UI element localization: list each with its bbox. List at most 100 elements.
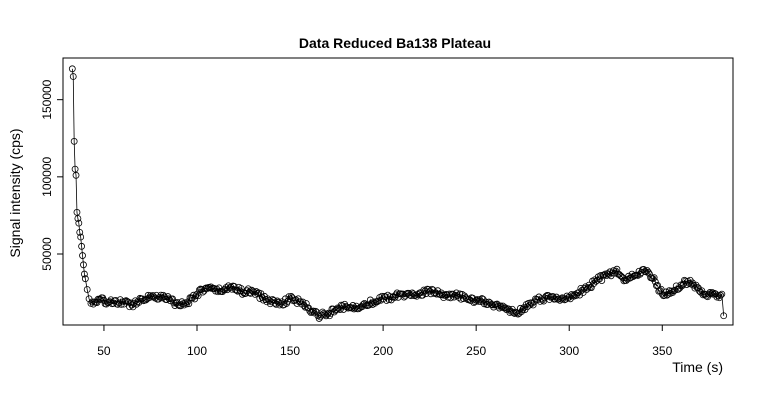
data-point [219,288,226,296]
data-point [696,287,703,295]
data-point [497,302,504,310]
data-point [604,270,612,277]
data-point [315,315,323,322]
data-point [135,299,143,306]
data-point [450,293,458,301]
data-point [327,309,335,317]
data-point [717,291,724,299]
data-point [128,301,136,309]
data-point [539,296,546,304]
y-tick-label: 100000 [40,156,54,196]
data-point [81,275,89,283]
data-point [505,305,513,313]
data-point [385,296,393,304]
data-point [615,270,623,278]
data-point [422,290,430,297]
data-point [355,305,363,313]
x-tick-label: 200 [373,344,393,358]
data-point [336,306,344,313]
data-point [713,293,721,301]
data-point [678,282,686,290]
data-point [152,291,160,299]
data-point [513,309,521,317]
y-tick-label: 150000 [40,79,54,119]
data-point [332,306,339,314]
x-axis-label: Time (s) [672,359,723,375]
data-point [587,284,595,292]
data-point [643,267,651,274]
data-point [390,293,397,300]
data-point [414,291,422,298]
data-point [617,272,624,280]
data-point [75,219,83,227]
data-point [477,298,485,305]
data-point [373,298,381,306]
data-point [514,310,522,318]
data-point [720,312,728,320]
data-point [511,310,518,317]
data-point [272,300,280,308]
data-point [493,300,501,308]
data-point [77,233,85,241]
data-point [126,303,133,311]
data-point [469,294,477,302]
data-point [434,287,442,295]
data-point [650,274,658,282]
data-point [301,303,309,311]
x-tick-label: 100 [187,344,207,358]
data-point [68,65,76,73]
data-point [337,301,345,309]
data-point [515,309,523,317]
data-point [309,307,317,315]
data-point [81,270,88,278]
data-point [78,242,86,250]
data-point [600,271,608,279]
data-point [707,290,715,298]
data-point [193,290,201,298]
data-point [620,277,628,285]
x-tick-label: 50 [97,344,111,358]
data-point [155,295,163,303]
y-axis: 50000 100000 150000 [40,79,63,271]
data-point [165,295,173,303]
data-point [529,301,537,309]
data-point [698,287,706,295]
x-tick-label: 350 [652,344,672,358]
data-point [269,296,277,303]
data-point [618,273,625,280]
data-point [320,309,328,317]
plot-frame [62,57,734,326]
x-tick-label: 150 [280,344,300,358]
series-signal [68,65,728,322]
data-point [590,280,598,288]
data-point [221,286,229,293]
data-point [72,171,80,179]
data-point [419,291,427,299]
data-point [159,291,167,299]
data-point [148,293,156,301]
data-point [169,295,176,303]
chart-title: Data Reduced Ba138 Plateau [299,35,491,51]
data-point [79,252,86,259]
data-point [646,270,653,278]
data-point [456,290,464,298]
data-point [74,215,82,222]
x-tick-label: 250 [466,344,486,358]
data-point [718,290,726,298]
data-point [415,289,423,297]
data-point [192,292,200,300]
data-point [676,284,684,292]
data-point [248,286,256,294]
data-point [405,289,413,297]
data-point [76,228,84,236]
y-axis-label: Signal intensity (cps) [7,128,23,257]
data-point [330,308,338,316]
data-point [370,298,378,306]
x-axis: 50 100 150 200 250 300 350 [97,325,673,358]
data-point [199,288,207,296]
data-point [70,137,78,145]
x-tick-label: 300 [559,344,579,358]
data-point [214,288,222,296]
